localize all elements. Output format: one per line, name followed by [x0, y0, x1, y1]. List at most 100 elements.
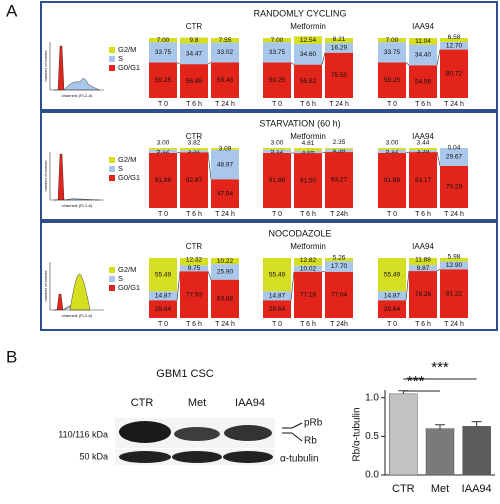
value-label: 70.29 [446, 184, 463, 191]
x-tick-label: T 0 [158, 321, 168, 328]
value-label: 33.75 [155, 49, 172, 56]
connector [207, 62, 212, 65]
value-label: 2.35 [333, 139, 346, 146]
bar-segment [440, 165, 468, 208]
value-label: 80.72 [446, 71, 463, 78]
value-label: 11.88 [415, 256, 431, 263]
bar-segment [325, 149, 353, 153]
group-label: IAA94 [412, 22, 434, 31]
panel-label: A [6, 1, 18, 20]
group-label: IAA94 [412, 132, 434, 141]
marker-label: 110/116 kDa [58, 429, 108, 439]
legend-swatch [109, 276, 115, 282]
x-tick-label: Met [431, 483, 449, 495]
connector [436, 152, 441, 166]
section-title: RANDOMLY CYCLING [254, 8, 347, 18]
value-label: 55.49 [384, 271, 401, 278]
error-bar [435, 424, 445, 429]
x-tick-label: T 6 h [415, 321, 431, 328]
y-tick-label: 0.5 [365, 431, 379, 442]
bar [425, 428, 455, 476]
legend-label: S [118, 54, 123, 63]
histogram-ylabel: number of events [43, 51, 48, 82]
significance: *** [431, 359, 449, 376]
value-label: 16.29 [331, 45, 348, 52]
bar-segment [263, 291, 291, 301]
bar-segment [409, 271, 437, 318]
value-label: 77.16 [300, 292, 317, 299]
bar-segment [294, 258, 322, 266]
value-label: 12.70 [446, 42, 463, 49]
bar-segment [149, 291, 177, 301]
bar-segment [263, 149, 291, 153]
connector [176, 151, 181, 154]
legend-label: G2/M [118, 45, 136, 54]
bar-segment [180, 150, 208, 153]
histogram-ylabel: number of events [43, 161, 48, 192]
group-label: CTR [186, 132, 203, 141]
value-label: 3.00 [157, 140, 170, 147]
bar-segment [378, 149, 406, 153]
x-tick-label: T 24 h [215, 321, 235, 328]
band-label: pRb [304, 418, 323, 429]
bar-segment [263, 148, 291, 150]
bar-segment [149, 149, 177, 153]
bar-segment [211, 62, 239, 98]
legend-swatch [109, 157, 115, 163]
x-tick-label: T 0 [158, 101, 168, 108]
histogram-xlabel: channels (FL2-A) [62, 93, 93, 98]
bar-segment [180, 37, 208, 44]
group-label: CTR [186, 22, 203, 31]
y-tick-label: 1.0 [365, 392, 379, 403]
x-tick-label: T 24 h [444, 211, 464, 218]
bar-segment [263, 62, 291, 98]
histogram-xlabel: channels (FL2-A) [62, 313, 93, 318]
value-label: 77.93 [186, 291, 203, 298]
bar-segment [294, 150, 322, 154]
lane-label: Met [188, 397, 206, 409]
bar-segment [294, 148, 322, 151]
bar-segment [409, 65, 437, 98]
panel-label: B [6, 347, 17, 366]
group-label: IAA94 [412, 242, 434, 251]
value-label: 9.87 [417, 265, 430, 272]
bar-segment [211, 179, 239, 208]
value-label: 3.09 [219, 146, 232, 153]
bar-segment [149, 38, 177, 43]
x-tick-label: T 6 h [300, 101, 316, 108]
value-label: 3.00 [386, 140, 399, 147]
bar-segment [440, 148, 468, 166]
bar [462, 426, 491, 476]
value-label: 77.04 [331, 292, 348, 299]
x-tick-label: T 6 h [186, 211, 202, 218]
x-tick-label: T 0 [272, 211, 282, 218]
significance: *** [407, 373, 425, 390]
value-label: 56.45 [186, 78, 203, 85]
connector [207, 152, 212, 180]
histogram-xlabel: channels (FL2-A) [62, 203, 93, 208]
band-label: Rb [304, 436, 317, 447]
bar-segment [211, 264, 239, 280]
legend-swatch [109, 285, 115, 291]
value-label: 33.75 [269, 49, 286, 56]
bar-segment [409, 148, 437, 151]
bar-segment [211, 42, 239, 63]
value-label: 55.49 [155, 271, 172, 278]
bar-segment [263, 42, 291, 63]
y-tick-label: 0.0 [365, 470, 379, 481]
legend-swatch [109, 267, 115, 273]
histogram-axis [49, 262, 104, 311]
histogram-peak [69, 273, 91, 311]
legend-swatch [109, 56, 115, 62]
connector [321, 52, 326, 65]
x-tick-label: IAA94 [462, 483, 492, 495]
value-label: 8.21 [333, 36, 346, 43]
bar-segment [263, 152, 291, 208]
legend-swatch [109, 166, 115, 172]
legend-swatch [109, 65, 115, 71]
bar-segment [325, 261, 353, 272]
value-label: 7.00 [386, 37, 399, 44]
value-label: 3.31 [188, 148, 201, 155]
bar-segment [211, 38, 239, 43]
bar-segment [180, 64, 208, 98]
